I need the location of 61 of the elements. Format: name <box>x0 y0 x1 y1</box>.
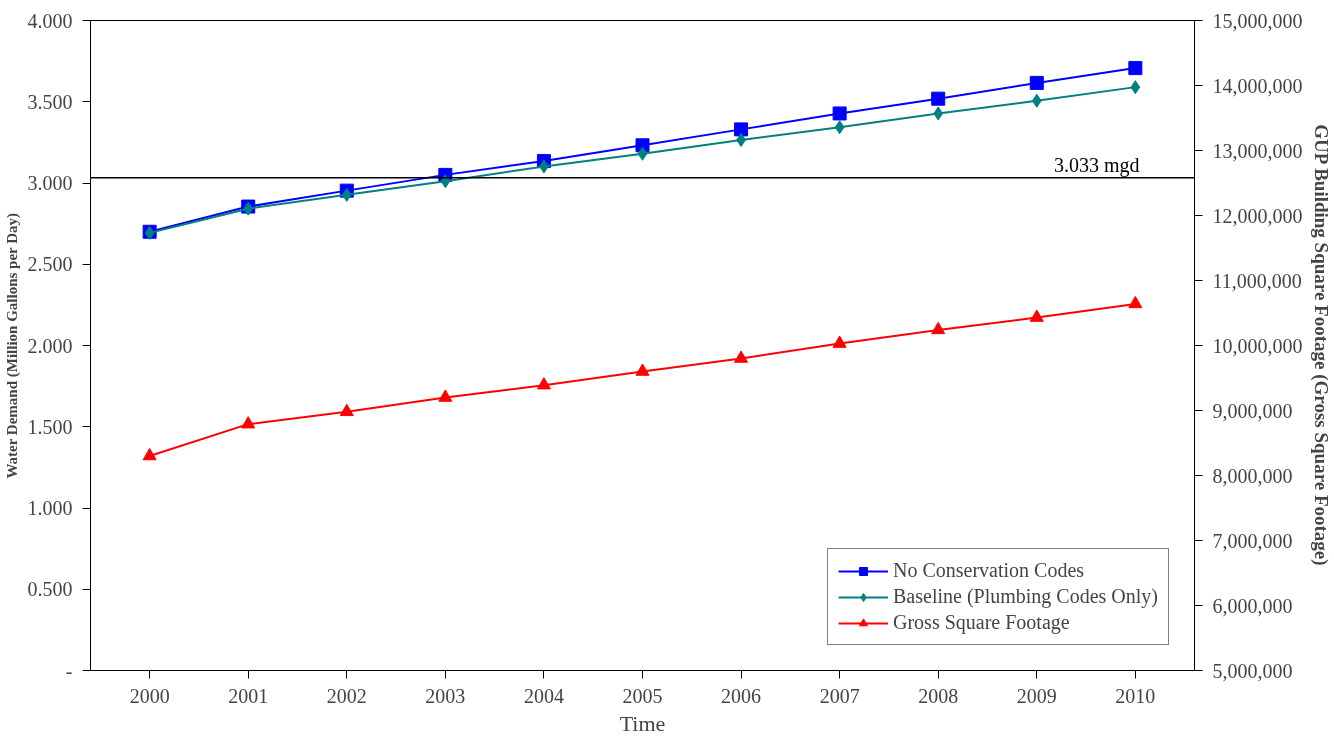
x-tick-label: 2006 <box>721 684 762 707</box>
y2-tick-label: 6,000,000 <box>1212 594 1293 617</box>
x-tick-label: 2001 <box>228 684 269 707</box>
point <box>339 403 354 417</box>
legend-label: No Conservation Codes <box>893 559 1085 582</box>
legend-label: Baseline (Plumbing Codes Only) <box>893 585 1158 608</box>
y-tick-label: - <box>65 659 73 682</box>
x-tick-label: 2003 <box>425 684 466 707</box>
y2-tick-label: 10,000,000 <box>1212 334 1303 357</box>
point <box>536 377 551 390</box>
ref-line-label: 3.033 mgd <box>1053 153 1140 177</box>
point <box>635 363 650 376</box>
y2-tick-label: 13,000,000 <box>1212 139 1303 162</box>
y2-axis-title: GUP Building Square Footage (Gross Square Footage) <box>1309 124 1332 566</box>
x-tick-label: 2009 <box>1016 684 1057 707</box>
y2-tick-label: 14,000,000 <box>1212 74 1303 97</box>
y-tick-label: 3.500 <box>27 90 73 113</box>
point <box>1029 75 1044 90</box>
point <box>1130 80 1141 95</box>
point <box>341 187 352 202</box>
point <box>734 122 749 137</box>
point <box>1029 309 1044 322</box>
x-tick-label: 2002 <box>326 684 367 707</box>
x-axis-title: Time <box>619 710 666 736</box>
y-axis-title: Water Demand (Million Gallons per Day) <box>3 212 21 479</box>
y2-tick-label: 7,000,000 <box>1212 529 1293 552</box>
y2-tick-label: 9,000,000 <box>1212 399 1293 422</box>
point <box>832 106 847 121</box>
point <box>241 416 256 429</box>
point <box>933 106 944 121</box>
legend-label: Gross Square Footage <box>893 611 1070 634</box>
point <box>931 321 946 335</box>
x-tick-label: 2008 <box>918 684 959 707</box>
y2-tick-label: 8,000,000 <box>1212 464 1293 487</box>
point <box>438 389 453 402</box>
y2-tick-label: 15,000,000 <box>1212 9 1303 32</box>
y-tick-label: 1.500 <box>27 415 73 438</box>
y-tick-label: 3.000 <box>27 172 73 194</box>
y2-tick-label: 12,000,000 <box>1212 204 1303 227</box>
x-tick-label: 2010 <box>1115 684 1156 707</box>
y-tick-label: 1.000 <box>27 497 73 519</box>
point <box>734 350 749 363</box>
point <box>931 91 946 106</box>
point <box>1128 61 1143 76</box>
y-tick-label: 2.500 <box>27 253 73 276</box>
point <box>834 120 845 135</box>
y2-tick-label: 5,000,000 <box>1212 659 1293 682</box>
x-tick-label: 2007 <box>819 684 860 707</box>
point <box>832 335 847 348</box>
point <box>440 174 451 189</box>
x-tick-label: 2004 <box>523 684 564 707</box>
x-tick-label: 2005 <box>622 684 663 707</box>
point <box>1128 295 1143 309</box>
point <box>1031 93 1042 108</box>
x-tick-label: 2000 <box>129 684 170 707</box>
y-tick-label: 4.000 <box>27 9 73 32</box>
y-tick-label: 2.000 <box>27 334 73 357</box>
point <box>142 447 157 461</box>
y2-tick-label: 11,000,000 <box>1212 269 1302 292</box>
point <box>637 146 648 161</box>
y-tick-label: 0.500 <box>27 578 73 601</box>
